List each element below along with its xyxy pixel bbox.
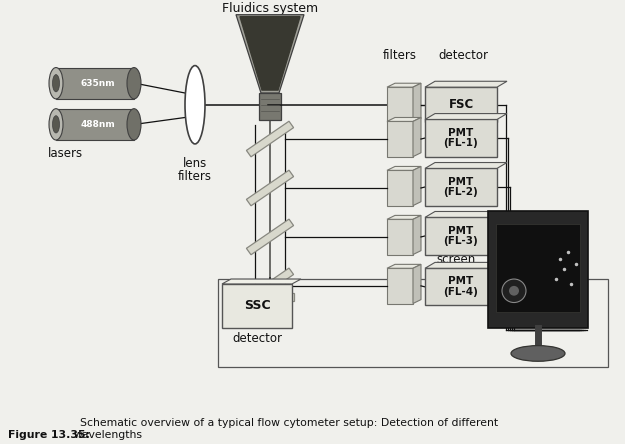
Polygon shape: [425, 262, 507, 268]
Bar: [259, 93, 281, 120]
Polygon shape: [246, 293, 294, 301]
Polygon shape: [246, 170, 294, 206]
Text: 635nm: 635nm: [81, 79, 115, 88]
Polygon shape: [413, 215, 421, 254]
Polygon shape: [413, 118, 421, 157]
Text: Fluidics system: Fluidics system: [222, 2, 318, 15]
Text: lasers: lasers: [48, 147, 83, 160]
Polygon shape: [387, 264, 421, 268]
Polygon shape: [387, 83, 421, 87]
Polygon shape: [246, 121, 294, 157]
Bar: [488, 210, 588, 328]
Polygon shape: [387, 166, 421, 170]
Text: FSC: FSC: [448, 98, 474, 111]
Text: PMT
(FL-2): PMT (FL-2): [444, 177, 478, 198]
Text: 488nm: 488nm: [81, 120, 116, 129]
Polygon shape: [240, 16, 300, 90]
Text: Figure 13.35:: Figure 13.35:: [8, 429, 89, 440]
Text: detector: detector: [438, 49, 488, 62]
Text: filters: filters: [383, 49, 417, 62]
Polygon shape: [413, 264, 421, 304]
Text: lens: lens: [183, 157, 207, 170]
Ellipse shape: [52, 116, 59, 133]
Polygon shape: [413, 166, 421, 206]
Bar: [222, 284, 292, 328]
Text: Schematic overview of a typical flow cytometer setup: Detection of different
wav: Schematic overview of a typical flow cyt…: [73, 418, 498, 440]
Polygon shape: [425, 211, 507, 218]
Ellipse shape: [49, 67, 63, 99]
Bar: [218, 279, 608, 367]
Polygon shape: [236, 15, 304, 93]
Polygon shape: [425, 81, 507, 87]
Text: detector: detector: [232, 332, 282, 345]
Ellipse shape: [511, 345, 565, 361]
Bar: [56, 109, 134, 140]
Text: PMT
(FL-4): PMT (FL-4): [444, 277, 479, 297]
Polygon shape: [246, 219, 294, 255]
Text: PMT
(FL-1): PMT (FL-1): [444, 127, 478, 148]
Ellipse shape: [185, 66, 205, 144]
Polygon shape: [425, 163, 507, 168]
Bar: [425, 119, 497, 157]
Bar: [387, 219, 413, 254]
Bar: [387, 268, 413, 304]
Ellipse shape: [52, 75, 59, 92]
Bar: [496, 224, 580, 312]
Bar: [425, 268, 497, 305]
Polygon shape: [246, 268, 294, 304]
Bar: [425, 87, 497, 123]
Text: PMT
(FL-3): PMT (FL-3): [444, 226, 478, 246]
Bar: [56, 67, 134, 99]
Bar: [387, 87, 413, 123]
Ellipse shape: [127, 109, 141, 140]
Text: screen: screen: [437, 253, 476, 266]
Ellipse shape: [127, 67, 141, 99]
Ellipse shape: [509, 286, 519, 296]
Bar: [425, 218, 497, 254]
Bar: [387, 121, 413, 157]
Polygon shape: [387, 118, 421, 121]
Bar: [387, 170, 413, 206]
Polygon shape: [425, 114, 507, 119]
Polygon shape: [387, 215, 421, 219]
Text: filters: filters: [178, 170, 212, 183]
Bar: [425, 168, 497, 206]
Polygon shape: [413, 83, 421, 123]
Text: SSC: SSC: [244, 299, 270, 313]
Ellipse shape: [502, 279, 526, 302]
Ellipse shape: [49, 109, 63, 140]
Polygon shape: [222, 279, 301, 284]
